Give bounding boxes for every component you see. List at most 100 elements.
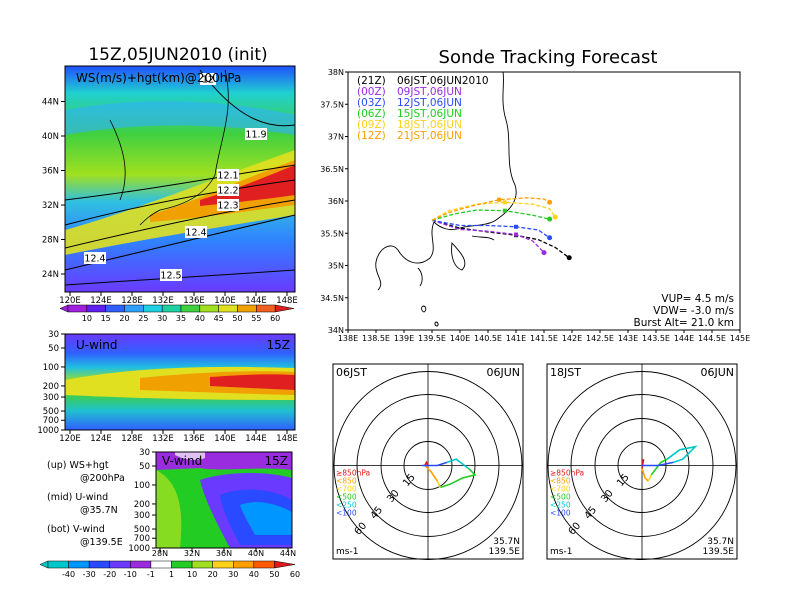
landing-point	[541, 250, 547, 256]
svg-text:12.1: 12.1	[217, 171, 238, 182]
v-x-tick-label: 32N	[184, 549, 200, 558]
v-y-tick-label: 300	[134, 511, 150, 521]
track-x-tick-label: 141.5E	[530, 334, 558, 343]
ws-colorbar-swatch	[86, 304, 106, 313]
hodograph-level-label: <700	[550, 485, 571, 494]
contour-label: 12	[200, 73, 216, 86]
u-y-tick-label: 500	[43, 407, 59, 417]
sonde-track-line	[431, 219, 550, 239]
track-y-tick-label: 34.5N	[320, 294, 344, 303]
ws-colorbar-label: 30	[157, 314, 167, 323]
v-colorbar-swatch	[212, 560, 234, 569]
ws-map-frame	[64, 65, 296, 293]
height-contours	[65, 69, 295, 286]
hodograph-lon: 139.5E	[703, 547, 735, 557]
contour-label: 12.4	[185, 226, 207, 239]
ws-x-tick-label: 132E	[152, 296, 174, 306]
ws-y-tick-label: 44N	[42, 98, 59, 108]
launch-time-legend: (21Z) 06JST,06JUN2010 (00Z) 09JST,06JUN (03Z…	[357, 75, 489, 142]
v-colorbar-swatch	[171, 560, 193, 569]
hodograph-level-label: <700	[336, 485, 357, 494]
hodograph-level-label: <100	[336, 509, 357, 518]
track-map-panel: 138E 138.5E 139E 139.5E 140E 140.5E 141E 141.5E…	[320, 68, 750, 343]
v-x-tick-label: 40N	[248, 549, 264, 558]
contour-label: 12.5	[160, 269, 182, 282]
track-x-tick-label: 140E	[450, 334, 470, 343]
ws-colorbar-swatch	[237, 304, 257, 313]
init-title: 15Z,05JUN2010 (init)	[88, 45, 267, 65]
contour-label: 12.4	[84, 252, 106, 265]
v-colorbar-label: 60	[290, 570, 300, 579]
desc-bot-line1: (bot) V-wind	[47, 524, 105, 535]
v-colorbar-label: 40	[249, 570, 259, 579]
hodograph-level-label: <850	[336, 477, 357, 486]
ws-colorbar-swatch	[105, 304, 125, 313]
v-wind-label: V-wind	[162, 454, 202, 468]
track-y-tick-label: 37.5N	[320, 100, 344, 109]
v-colorbar-label: 30	[228, 570, 238, 579]
hodograph-time: 18JST	[550, 366, 581, 379]
track-map-frame	[347, 71, 741, 331]
contour-labels: 11.9 12 12.1 12.2 12.3 12.4 12.4 12.5	[84, 73, 267, 282]
v-y-tick-label: 50	[139, 462, 150, 472]
hodograph-lon: 139.5E	[489, 547, 521, 557]
ws-map-x-ticks: 120E 124E 128E 132E 136E 140E 144E 148E	[59, 292, 298, 306]
hodograph-trace	[641, 468, 649, 482]
v-y-tick-label: 30	[139, 448, 150, 458]
ws-colorbar-swatch	[180, 304, 201, 313]
contour-label: 11.9	[245, 128, 267, 141]
v-colorbar-swatch	[191, 560, 213, 569]
v-y-tick-label: 200	[134, 500, 150, 510]
legend-launch-time: 21JST,06JUN	[397, 130, 462, 142]
u-y-tick-label: 100	[43, 363, 59, 373]
ws-y-tick-label: 36N	[42, 167, 59, 177]
v-colorbar-label: 50	[269, 570, 279, 579]
u-x-tick-label: 136E	[183, 434, 205, 444]
u-x-tick-label: 120E	[59, 434, 81, 444]
legend-launch-time: 06JST,06JUN2010	[397, 75, 489, 87]
landing-point	[547, 235, 553, 241]
sonde-track-line	[431, 197, 550, 221]
track-x-tick-label: 144.5E	[698, 334, 726, 343]
ws-x-tick-label: 140E	[214, 296, 236, 306]
hodograph-lat: 35.7N	[707, 537, 734, 547]
u-x-tick-label: 128E	[121, 434, 143, 444]
ws-y-tick-label: 24N	[42, 270, 59, 280]
ws-x-tick-label: 120E	[59, 296, 81, 306]
u-x-tick-label: 148E	[276, 434, 298, 444]
u-wind-time: 15Z	[267, 338, 291, 352]
landing-point	[552, 214, 558, 220]
track-x-tick-label: 144E	[674, 334, 694, 343]
track-x-tick-label: 139.5E	[418, 334, 446, 343]
v-y-tick-label: 500	[134, 525, 150, 535]
hodograph-trace	[650, 458, 668, 476]
ws-colorbar-swatch	[218, 304, 238, 313]
ws-y-tick-label: 32N	[42, 201, 59, 211]
sonde-tracks	[431, 197, 572, 261]
burst-point	[502, 208, 507, 213]
hodograph-unit: ms-1	[336, 547, 358, 557]
ws-colorbar: 10 15 20 25 30 35 40 45 50 55 60	[59, 304, 295, 323]
hodograph-trace	[424, 464, 439, 482]
ws-colorbar-label: 60	[270, 314, 280, 323]
v-y-tick-label: 100	[134, 481, 150, 491]
ws-colorbar-swatch	[256, 304, 276, 313]
hodograph-level-label: <500	[336, 493, 357, 502]
v-colorbar-swatch	[150, 560, 172, 569]
desc-up-line2: @200hPa	[80, 473, 125, 484]
main-title: Sonde Tracking Forecast	[439, 47, 658, 68]
ws-colorbar-swatch	[67, 304, 88, 313]
ws-y-tick-label: 40N	[42, 132, 59, 142]
v-x-tick-label: 36N	[216, 549, 232, 558]
ws-colorbar-label: 10	[82, 314, 92, 323]
param-burst-alt: Burst Alt= 21.0 km	[634, 317, 734, 329]
hodograph-date: 06JUN	[700, 366, 734, 379]
hodograph-time: 06JST	[336, 366, 367, 379]
track-x-tick-label: 142E	[562, 334, 582, 343]
legend-launch-code: (09Z)	[357, 119, 386, 131]
svg-text:12.4: 12.4	[185, 228, 206, 239]
burst-point	[514, 232, 518, 237]
track-y-tick-label: 38N	[328, 68, 344, 77]
